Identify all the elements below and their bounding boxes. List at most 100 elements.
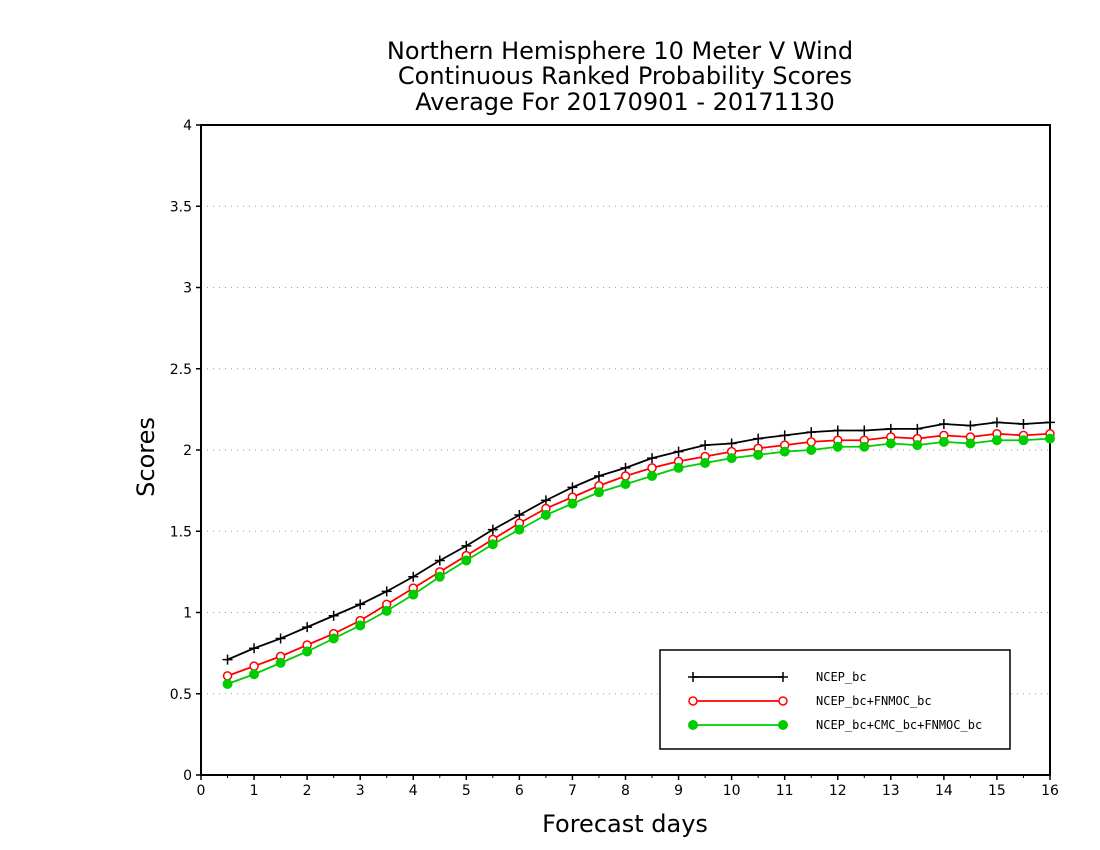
data-point (912, 423, 923, 434)
y-tick-label: 0 (183, 768, 192, 784)
data-point (328, 633, 339, 644)
x-tick-label: 11 (776, 783, 794, 799)
legend: NCEP_bc NCEP_bc+FNMOC_bc NCEP_bc+CMC_bc+FN… (659, 649, 1011, 750)
y-tick-label: 1 (183, 606, 192, 622)
data-point (355, 620, 366, 631)
series-line (227, 421, 1051, 661)
data-point (328, 610, 339, 621)
data-point (540, 495, 551, 506)
data-point (514, 510, 525, 520)
data-point (753, 449, 764, 460)
x-axis-label: Forecast days (542, 810, 708, 838)
x-tick-label: 1 (250, 783, 259, 799)
data-point (487, 524, 498, 535)
data-point (673, 446, 684, 457)
data-point (700, 458, 711, 468)
data-point (1018, 435, 1029, 446)
data-point (593, 487, 604, 498)
data-point (647, 471, 658, 481)
data-point (885, 423, 896, 434)
legend-marker (778, 696, 788, 706)
data-point (938, 436, 949, 447)
data-point (593, 471, 604, 481)
data-point (779, 430, 790, 441)
data-point (514, 524, 525, 535)
data-point (249, 643, 260, 654)
y-tick-label: 2 (183, 443, 192, 459)
data-point (832, 425, 843, 436)
data-point (1045, 417, 1055, 428)
series-line (227, 432, 1051, 677)
data-point (461, 540, 472, 551)
data-point (434, 555, 445, 566)
data-point (700, 440, 711, 451)
data-point (673, 462, 684, 473)
legend-marker (778, 672, 788, 682)
data-point (381, 586, 392, 597)
legend-label: NCEP_bc (816, 670, 867, 684)
data-point (275, 657, 286, 668)
legend-marker (688, 696, 698, 706)
x-tick-label: 3 (356, 783, 365, 799)
data-point (620, 479, 631, 490)
data-point (222, 654, 233, 665)
legend-label: NCEP_bc+FNMOC_bc (816, 694, 932, 708)
data-point (302, 646, 313, 657)
chart-title-line-3: Average For 20170901 - 20171130 (415, 88, 835, 116)
legend-marker (688, 672, 698, 682)
data-point (938, 419, 949, 429)
x-tick-label: 5 (462, 783, 471, 799)
data-point (885, 438, 896, 449)
data-point (806, 445, 817, 455)
series-line (227, 437, 1051, 685)
data-point (540, 510, 551, 520)
data-point (434, 571, 445, 582)
data-point (991, 417, 1002, 428)
series-2 (222, 429, 1055, 681)
data-point (859, 425, 870, 436)
data-point (222, 671, 233, 681)
x-tick-label: 15 (988, 783, 1006, 799)
data-point (275, 633, 286, 644)
y-tick-label: 1.5 (170, 524, 192, 540)
data-point (302, 622, 313, 633)
data-point (726, 453, 737, 464)
data-point (620, 462, 631, 473)
data-point (408, 589, 419, 600)
data-point (355, 599, 366, 610)
x-tick-label: 6 (515, 783, 524, 799)
data-point (381, 605, 392, 616)
legend-label: NCEP_bc+CMC_bc+FNMOC_bc (816, 718, 982, 732)
legend-marker (778, 720, 788, 730)
data-point (965, 420, 976, 431)
y-tick-label: 2.5 (170, 362, 192, 378)
data-point (487, 539, 498, 550)
x-tick-label: 9 (674, 783, 683, 799)
data-point (647, 453, 658, 464)
data-point (832, 441, 843, 452)
data-point (1045, 433, 1055, 444)
grid-lines (201, 205, 1050, 695)
y-axis-label: Scores (132, 417, 160, 497)
y-tick-label: 3 (183, 281, 192, 297)
chart-title-line-1: Northern Hemisphere 10 Meter V Wind (387, 37, 853, 65)
y-tick-label: 4 (183, 118, 192, 134)
data-point (222, 679, 233, 689)
x-tick-label: 13 (882, 783, 900, 799)
data-point (461, 555, 472, 566)
y-tick-label: 0.5 (170, 687, 192, 703)
x-tick-label: 7 (568, 783, 577, 799)
x-tick-label: 14 (935, 783, 953, 799)
data-point (912, 440, 923, 451)
data-point (726, 438, 737, 449)
data-point (249, 669, 260, 680)
legend-item-1: NCEP_bc (688, 670, 867, 684)
legend-marker (688, 720, 698, 730)
data-point (647, 463, 657, 473)
data-point (753, 433, 764, 444)
x-tick-label: 2 (303, 783, 312, 799)
x-tick-label: 0 (197, 783, 206, 799)
series-1 (222, 417, 1055, 665)
axis-ticks: 00.511.522.533.540 1 2 3 4 5 6 7 8 9 10 11 12 13 14 15 1… (170, 118, 1059, 799)
